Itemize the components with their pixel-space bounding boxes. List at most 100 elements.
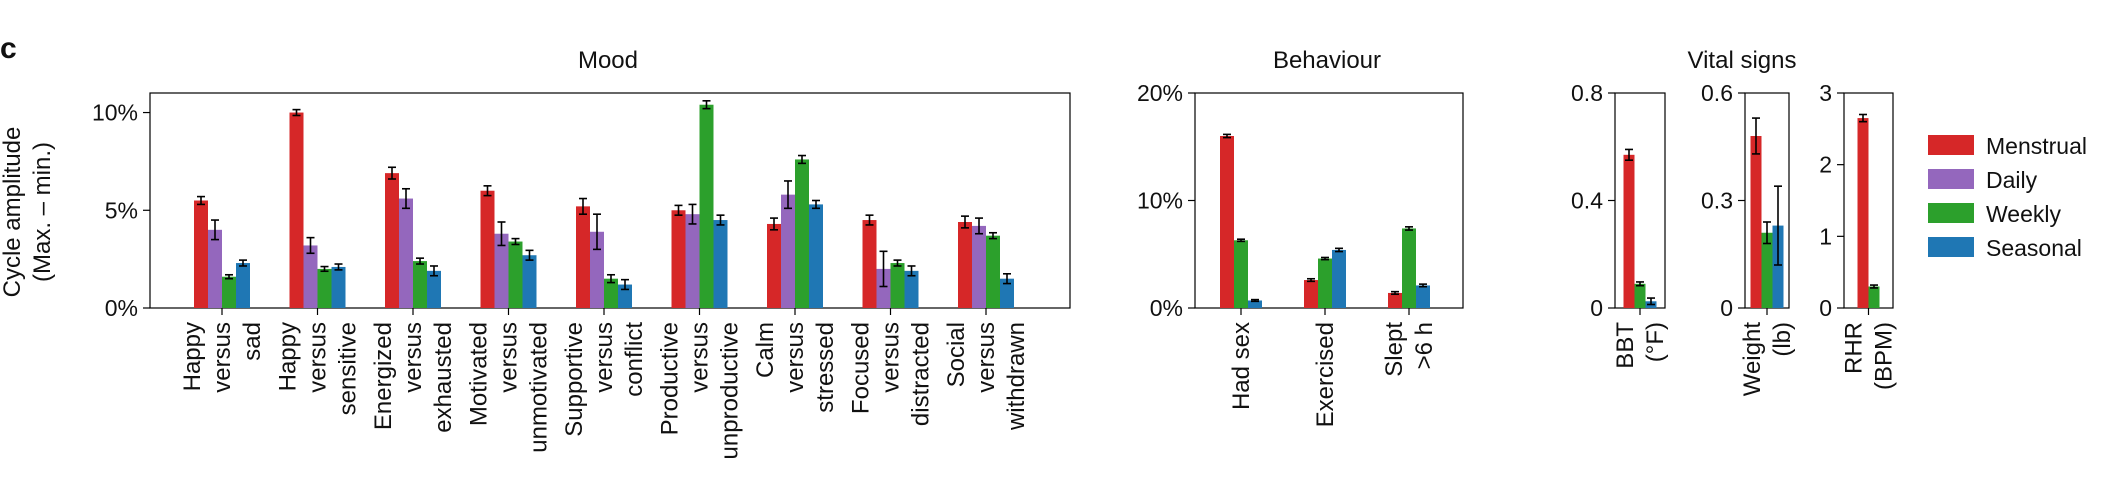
mood-category-label: Focused [848, 322, 875, 414]
mood-bar-calm-versus-stressed-daily [781, 194, 795, 308]
mood-bar-energized-versus-exhausted-menstrual [385, 173, 399, 308]
vital-rhr-y-tick-label: 2 [1819, 152, 1832, 178]
behaviour-bar-slept-6-h-weekly [1402, 228, 1416, 308]
mood-bar-happy-versus-sensitive-seasonal [331, 266, 346, 308]
legend-swatch-menstrual [1928, 135, 1974, 155]
mood-bar-supportive-versus-conflict-seasonal [618, 284, 632, 308]
mood-category-label: sad [239, 322, 266, 361]
mood-category-label: sensitive [335, 322, 362, 415]
mood-category-label: exhausted [430, 322, 457, 433]
legend-swatch-daily [1928, 169, 1974, 189]
behaviour-bar-had-sex-menstrual [1220, 136, 1234, 308]
vital-bbt-bar-bbt-f-menstrual [1623, 154, 1635, 308]
vital-weight-bar-weight-lb-seasonal [1772, 225, 1784, 308]
mood-category-label: versus [782, 322, 809, 393]
mood-bar-happy-versus-sad-menstrual [194, 200, 208, 308]
mood-bar-calm-versus-stressed-seasonal [809, 204, 823, 308]
vital-rhr-y-tick-label: 1 [1819, 223, 1832, 249]
mood-bar-supportive-versus-conflict-menstrual [576, 206, 590, 308]
vital-rhr-y-tick-label: 3 [1819, 80, 1832, 106]
mood-bar-happy-versus-sensitive-weekly [317, 268, 332, 308]
mood-category-label: versus [305, 322, 332, 393]
vital-weight-bar-weight-lb-menstrual [1750, 136, 1762, 308]
mood-bar-supportive-versus-conflict-daily [590, 231, 604, 308]
mood-bar-happy-versus-sad-daily [208, 229, 222, 308]
behaviour-panel: 0% 10% 20% Had sex Exercised Slept >6 h [1137, 80, 1464, 427]
behaviour-title: Behaviour [1273, 47, 1381, 74]
mood-category-label: versus [878, 322, 905, 393]
behaviour-y-tick-label: 10% [1137, 188, 1183, 214]
mood-bar-energized-versus-exhausted-seasonal [427, 270, 441, 308]
mood-bar-happy-versus-sensitive-daily [303, 245, 318, 308]
legend: Menstrual Daily Weekly Seasonal [1928, 133, 2087, 261]
legend-label-seasonal: Seasonal [1986, 235, 2082, 261]
mood-category-label: Energized [370, 322, 397, 430]
mood-bar-focused-versus-distracted-menstrual [862, 220, 877, 308]
mood-bar-motivated-versus-unmotivated-daily [494, 233, 509, 308]
vital-bbt-category-label: BBT [1612, 322, 1639, 369]
mood-category-label: Supportive [561, 322, 588, 437]
legend-swatch-weekly [1928, 203, 1974, 223]
mood-category-label: Happy [179, 322, 206, 391]
vital-rhr-bar-rhr-bpm-weekly [1868, 286, 1880, 308]
mood-bar-motivated-versus-unmotivated-weekly [508, 241, 523, 308]
mood-bar-supportive-versus-conflict-weekly [604, 278, 618, 308]
mood-bar-focused-versus-distracted-seasonal [904, 270, 919, 308]
mood-bar-happy-versus-sad-weekly [222, 276, 236, 308]
mood-category-label: distracted [908, 322, 935, 426]
mood-title: Mood [578, 47, 638, 74]
mood-bar-motivated-versus-unmotivated-seasonal [522, 255, 537, 308]
mood-axes-frame [149, 92, 1071, 309]
mood-bar-happy-versus-sensitive-menstrual [289, 112, 304, 308]
mood-category-label: Productive [657, 322, 684, 435]
behaviour-bar-exercised-weekly [1318, 258, 1332, 308]
mood-category-label: Social [943, 322, 970, 387]
behaviour-category-label: >6 h [1411, 322, 1438, 369]
vital-weight-y-tick-label: 0.6 [1701, 80, 1733, 106]
y-axis-label-line-1: Cycle amplitude [0, 127, 26, 298]
mood-category-label: withdrawn [1003, 322, 1030, 431]
mood-category-label: Calm [752, 322, 779, 378]
behaviour-bar-exercised-menstrual [1304, 280, 1318, 308]
mood-category-label: versus [400, 322, 427, 393]
behaviour-y-tick-label: 20% [1137, 80, 1183, 106]
mood-category-label: versus [591, 322, 618, 393]
vital-weight-y-tick-label: 0.3 [1701, 188, 1733, 214]
mood-bar-calm-versus-stressed-menstrual [767, 223, 781, 308]
behaviour-category-label: Had sex [1228, 322, 1255, 410]
vital-rhr-category-label: (BPM) [1871, 322, 1898, 390]
legend-label-weekly: Weekly [1986, 201, 2061, 227]
mood-bar-motivated-versus-unmotivated-menstrual [480, 190, 495, 308]
mood-bar-social-versus-withdrawn-menstrual [958, 222, 972, 308]
vital-rhr-bar-rhr-bpm-menstrual [1857, 118, 1869, 308]
vital-bbt-y-tick-label: 0 [1590, 295, 1603, 321]
vital-signs-panel: 0 0.4 0.8 BBT (°F) 0 0.3 0.6 Weight (lb) 0 1 2 3 RHR (B… [1571, 80, 1897, 396]
vital-weight-bar-weight-lb-weekly [1761, 232, 1773, 308]
mood-y-tick-label: 10% [92, 100, 138, 126]
behaviour-bar-had-sex-seasonal [1248, 300, 1262, 308]
vital-weight-y-tick-label: 0 [1720, 295, 1733, 321]
vital-bbt-y-tick-label: 0.4 [1571, 188, 1603, 214]
mood-bar-productive-versus-unproductive-seasonal [713, 220, 728, 308]
mood-bar-social-versus-withdrawn-daily [972, 225, 986, 308]
mood-category-label: unmotivated [526, 322, 553, 453]
mood-category-label: versus [209, 322, 236, 393]
panel-label: c [0, 32, 17, 65]
vital-rhr-y-tick-label: 0 [1819, 295, 1832, 321]
behaviour-bar-slept-6-h-seasonal [1416, 285, 1430, 308]
vital-bbt-y-tick-label: 0.8 [1571, 80, 1603, 106]
mood-category-label: Happy [275, 322, 302, 391]
mood-category-label: conflict [621, 322, 648, 397]
y-axis-label-line-2: (Max. – min.) [29, 142, 56, 282]
legend-label-menstrual: Menstrual [1986, 133, 2087, 159]
mood-bar-social-versus-withdrawn-seasonal [1000, 278, 1014, 308]
mood-panel: 0%5%10%Happy versus sad Happy versus sensitiv… [92, 92, 1071, 459]
behaviour-category-label: Exercised [1312, 322, 1339, 427]
mood-bar-energized-versus-exhausted-daily [399, 198, 413, 308]
legend-label-daily: Daily [1986, 167, 2038, 193]
mood-bar-happy-versus-sad-seasonal [236, 263, 250, 308]
mood-bar-productive-versus-unproductive-weekly [699, 104, 714, 309]
vital-weight-category-label: Weight [1739, 322, 1766, 397]
vital-weight-category-label: (lb) [1769, 322, 1796, 357]
